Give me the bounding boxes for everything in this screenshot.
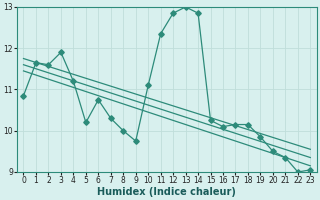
X-axis label: Humidex (Indice chaleur): Humidex (Indice chaleur) <box>98 187 236 197</box>
